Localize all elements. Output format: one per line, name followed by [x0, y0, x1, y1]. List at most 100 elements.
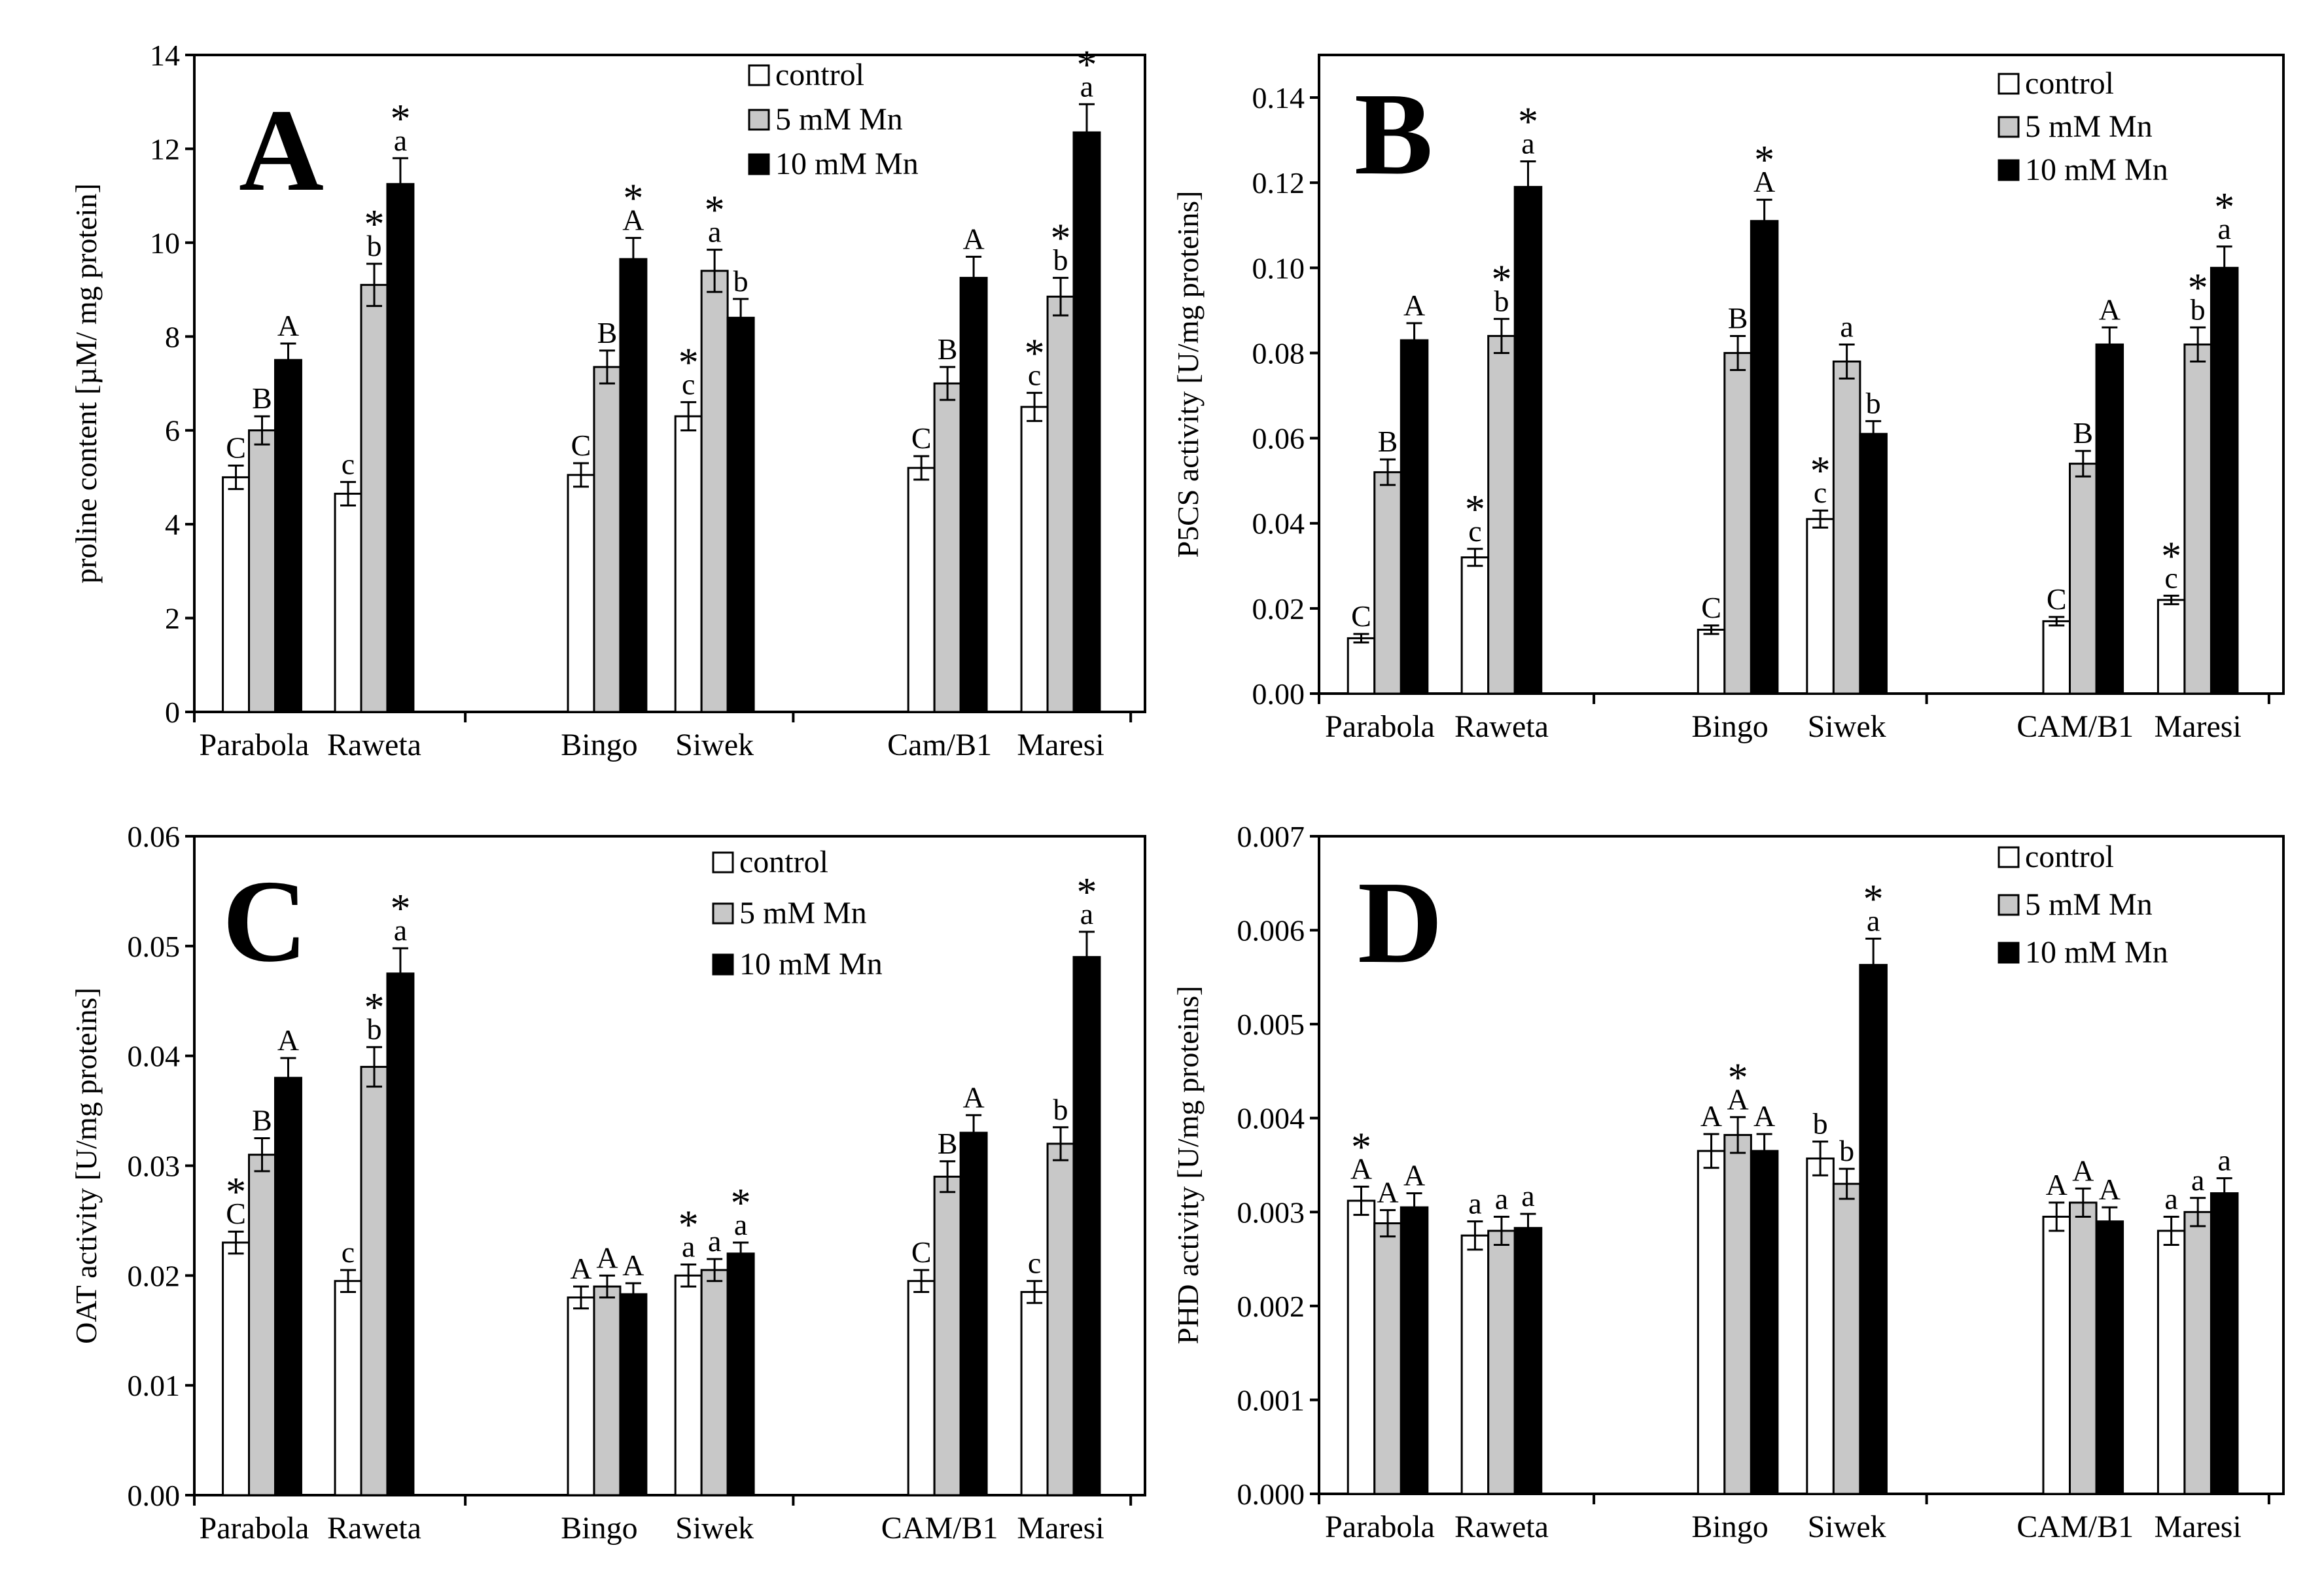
bar: [2157, 1229, 2186, 1495]
bar: [593, 1285, 622, 1496]
y-tick-label: 0: [165, 696, 180, 729]
significance-label: a: [1468, 1187, 1481, 1220]
significance-star: *: [1518, 100, 1538, 145]
legend-label: 10 mM Mn: [2025, 152, 2168, 187]
significance-label: b: [733, 264, 748, 298]
significance-label: C: [2047, 582, 2067, 616]
category-label: CAM/B1: [881, 1511, 998, 1546]
legend-label: control: [2025, 66, 2114, 101]
category-label: Bingo: [561, 1511, 637, 1546]
y-tick-label: 12: [150, 132, 180, 166]
legend-swatch: [748, 153, 770, 175]
y-tick-label: 0.04: [1252, 507, 1305, 540]
significance-label: b: [1053, 243, 1068, 277]
bar: [700, 270, 729, 713]
y-tick-label: 0.007: [1237, 820, 1305, 853]
significance-label: a: [1521, 127, 1534, 160]
significance-star: *: [731, 1181, 751, 1226]
y-tick-label: 0.01: [128, 1369, 181, 1402]
bar: [1400, 339, 1429, 695]
category-label: Raweta: [1454, 1510, 1549, 1544]
significance-label: b: [366, 229, 381, 262]
y-tick-label: 0.04: [128, 1040, 181, 1073]
y-axis-title: PHD activity [U/mg proteins]: [1171, 985, 1205, 1344]
legend-swatch: [712, 953, 734, 976]
bar: [619, 258, 648, 713]
bar: [1373, 471, 1402, 695]
significance-star: *: [1351, 1125, 1371, 1170]
significance-label: A: [1753, 165, 1775, 198]
bar: [386, 972, 415, 1496]
legend-swatch: [748, 64, 770, 86]
significance-label: A: [2072, 1154, 2094, 1187]
bar: [334, 493, 362, 713]
significance-label: A: [277, 309, 299, 342]
bar: [674, 415, 703, 713]
bar: [222, 1241, 251, 1496]
bar: [907, 1280, 936, 1496]
bar: [1806, 518, 1835, 695]
y-tick-label: 0.03: [128, 1150, 181, 1183]
y-tick-label: 0.000: [1237, 1477, 1305, 1511]
bar: [593, 366, 622, 713]
category-label: Parabola: [200, 728, 309, 762]
significance-label: A: [277, 1023, 299, 1057]
bar: [1046, 295, 1075, 713]
significance-label: b: [1866, 387, 1881, 420]
significance-label: B: [2073, 416, 2093, 450]
y-tick-label: 0.10: [1252, 251, 1305, 285]
significance-label: A: [570, 1252, 591, 1285]
bar: [1697, 1150, 1726, 1495]
significance-label: C: [911, 1235, 932, 1269]
legend-label: control: [775, 58, 864, 92]
bar: [274, 1076, 302, 1496]
significance-label: a: [2218, 1144, 2231, 1177]
significance-label: B: [1378, 425, 1398, 458]
significance-star: *: [390, 97, 410, 141]
significance-label: a: [394, 913, 407, 947]
significance-star: *: [705, 188, 725, 233]
y-tick-label: 0.00: [1252, 677, 1305, 711]
bar: [334, 1280, 362, 1496]
y-tick-label: 0.001: [1237, 1383, 1305, 1417]
significance-label: A: [1727, 1082, 1748, 1116]
category-label: Parabola: [1325, 709, 1435, 744]
significance-star: *: [1491, 257, 1511, 302]
bar: [1859, 964, 1888, 1495]
significance-label: A: [2099, 1173, 2121, 1206]
y-tick-label: 0.05: [128, 930, 181, 963]
legend-swatch: [712, 902, 734, 925]
bar: [1400, 1206, 1429, 1495]
y-tick-label: 0.005: [1237, 1008, 1305, 1041]
significance-label: A: [596, 1241, 618, 1274]
significance-label: a: [2164, 1182, 2177, 1215]
significance-star: *: [364, 202, 384, 247]
bar: [567, 474, 595, 713]
category-label: Maresi: [1017, 1511, 1104, 1546]
significance-star: *: [678, 1203, 699, 1248]
category-label: Siwek: [675, 1511, 754, 1546]
y-tick-label: 0.002: [1237, 1290, 1305, 1323]
category-label: CAM/B1: [2016, 1510, 2134, 1544]
category-label: Bingo: [561, 728, 637, 762]
significance-star: *: [1077, 870, 1097, 915]
significance-label: B: [938, 332, 958, 366]
significance-label: C: [1701, 591, 1721, 624]
y-axis-title: P5CS activity [U/mg proteins]: [1171, 191, 1205, 558]
bar: [2042, 1215, 2071, 1495]
bar: [1460, 1234, 1490, 1495]
legend-swatch: [1998, 846, 2020, 868]
legend-label: control: [739, 845, 828, 879]
bar: [1020, 406, 1049, 713]
significance-label: c: [1028, 358, 1041, 391]
significance-label: a: [1495, 1182, 1508, 1215]
y-axis-title: OAT activity [U/mg proteins]: [69, 987, 103, 1344]
category-label: Siwek: [675, 728, 754, 762]
y-tick-label: 10: [150, 226, 180, 260]
bar: [1513, 1227, 1543, 1495]
legend-swatch: [1998, 894, 2020, 916]
significance-label: a: [1080, 897, 1093, 930]
bar: [1832, 1182, 1861, 1495]
significance-label: a: [1840, 310, 1853, 343]
